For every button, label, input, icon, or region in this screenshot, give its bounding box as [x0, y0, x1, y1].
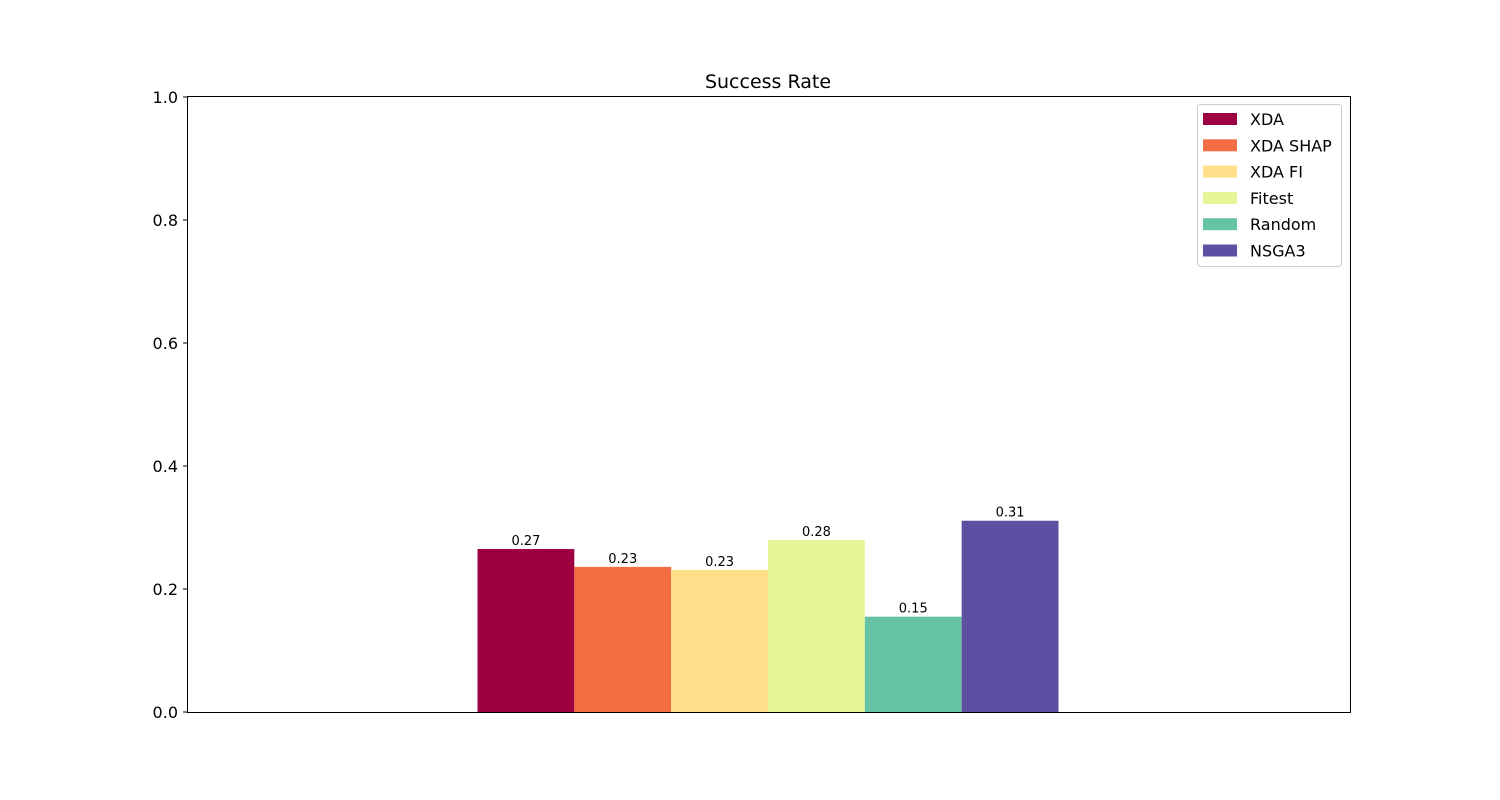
bar-nsga3 — [961, 520, 1059, 712]
legend-label: XDA — [1250, 110, 1284, 129]
bar-fitest — [768, 539, 865, 712]
legend-swatch — [1203, 244, 1237, 257]
bar-xda-fi — [671, 569, 768, 712]
y-tick-label: 0.6 — [153, 334, 178, 353]
bar-value-label: 0.23 — [608, 552, 637, 567]
data-labels: 0.27 0.23 0.23 0.28 0.15 0.31 — [511, 506, 1024, 617]
bars — [477, 520, 1059, 712]
legend: XDA XDA SHAP XDA FI Fitest Random NSGA3 — [1197, 104, 1342, 267]
legend-swatch — [1203, 165, 1237, 178]
bar-xda-shap — [574, 566, 672, 712]
bar-value-label: 0.31 — [996, 506, 1025, 521]
bar-value-label: 0.28 — [802, 525, 831, 540]
bar-value-label: 0.27 — [511, 534, 540, 549]
bar-xda — [477, 549, 575, 712]
legend-swatch — [1203, 139, 1237, 152]
legend-swatch — [1203, 218, 1237, 231]
y-axis: 0.0 0.2 0.4 0.6 0.8 1.0 — [153, 88, 188, 722]
legend-label: Fitest — [1250, 189, 1293, 208]
y-tick-label: 0.4 — [153, 457, 178, 476]
bar-random — [864, 616, 962, 712]
legend-swatch — [1203, 191, 1237, 204]
y-tick-label: 1.0 — [153, 88, 178, 107]
legend-label: XDA SHAP — [1250, 136, 1332, 155]
legend-label: Random — [1250, 215, 1316, 234]
legend-label: NSGA3 — [1250, 242, 1306, 261]
bar-value-label: 0.15 — [899, 602, 928, 617]
plot-frame — [187, 96, 1351, 713]
legend-swatch — [1203, 113, 1237, 125]
bar-value-label: 0.23 — [705, 555, 734, 570]
y-tick-label: 0.8 — [153, 211, 178, 230]
chart-title: Success Rate — [705, 71, 831, 93]
y-tick-label: 0.0 — [153, 703, 178, 722]
y-tick-label: 0.2 — [153, 580, 178, 599]
legend-label: XDA FI — [1250, 163, 1303, 182]
